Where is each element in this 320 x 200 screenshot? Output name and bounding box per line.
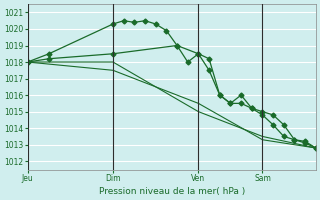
X-axis label: Pression niveau de la mer( hPa ): Pression niveau de la mer( hPa ) xyxy=(99,187,245,196)
